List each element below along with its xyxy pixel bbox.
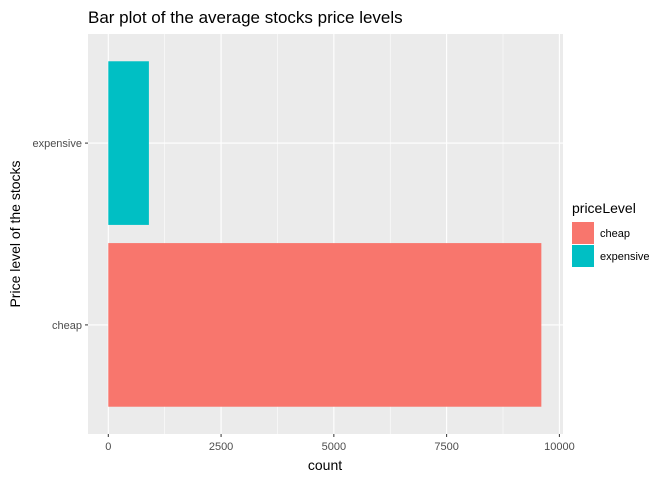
legend-title: priceLevel <box>572 200 636 216</box>
y-axis-title: Price level of the stocks <box>7 160 23 307</box>
x-axis: 0 2500 5000 7500 10000 <box>105 434 575 453</box>
legend-key-expensive <box>572 245 594 267</box>
legend-key-cheap <box>572 222 594 244</box>
x-tick-label: 2500 <box>209 441 233 453</box>
x-tick-label: 0 <box>105 441 111 453</box>
y-axis: cheap expensive <box>32 138 88 332</box>
x-axis-title: count <box>308 457 342 473</box>
x-tick-label: 5000 <box>322 441 346 453</box>
legend-label-expensive: expensive <box>600 251 650 263</box>
bars <box>108 61 542 407</box>
y-tick-label: cheap <box>52 320 82 332</box>
y-tick-label: expensive <box>32 138 82 150</box>
bar-expensive <box>108 61 149 225</box>
legend-label-cheap: cheap <box>600 228 630 240</box>
x-tick-label: 7500 <box>434 441 458 453</box>
bar-cheap <box>108 243 542 407</box>
legend: cheap expensive <box>572 222 650 267</box>
x-tick-label: 10000 <box>544 441 575 453</box>
chart-title: Bar plot of the average stocks price lev… <box>88 8 403 27</box>
